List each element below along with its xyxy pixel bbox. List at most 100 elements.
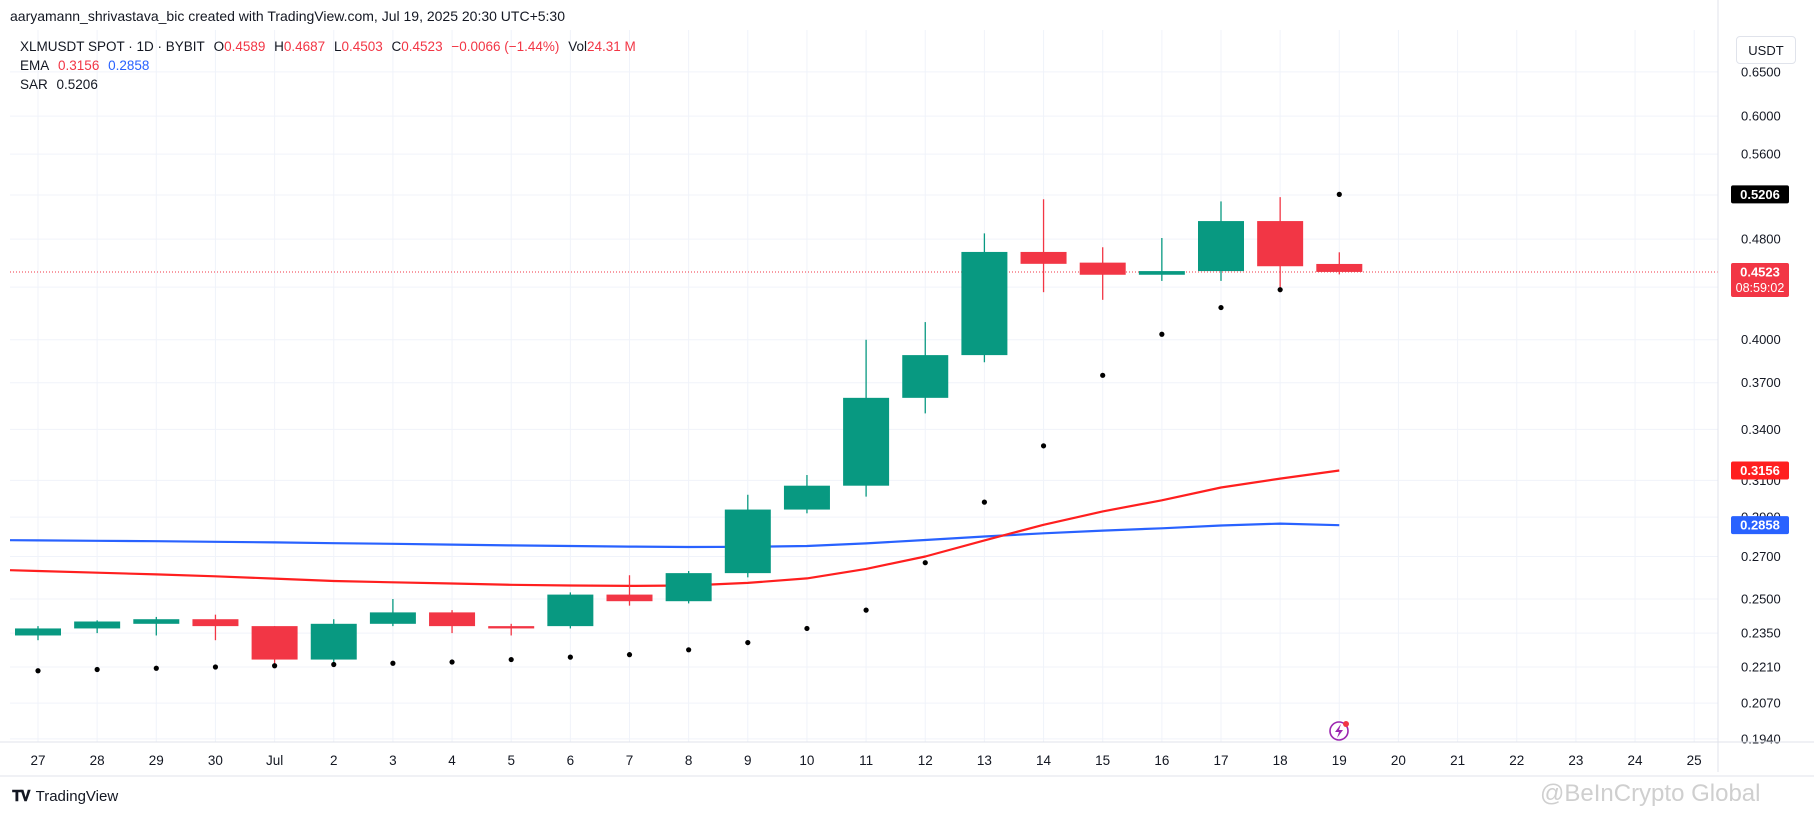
sar-dot: [35, 668, 41, 674]
x-tick-label: 3: [389, 753, 397, 768]
currency-button[interactable]: USDT: [1736, 36, 1796, 64]
candle-body: [724, 509, 771, 574]
watermark: @BeInCrypto Global: [1540, 780, 1761, 807]
x-tick-label: 22: [1509, 753, 1524, 768]
tradingview-icon: 𝐓𝐕: [12, 788, 31, 805]
candle: [192, 614, 239, 641]
y-tick-label: 0.3700: [1741, 375, 1781, 390]
x-tick-label: 4: [448, 753, 456, 768]
candle: [1316, 252, 1363, 275]
sar-dot: [981, 499, 988, 505]
x-tick-label: 11: [859, 753, 873, 768]
sar-dot: [1100, 372, 1106, 378]
candle: [1138, 238, 1185, 281]
axis-price-labels: 0.5206 0.4523 08:59:02 0.3156 0.2858: [1731, 185, 1789, 535]
candle-body: [1079, 262, 1126, 275]
close-value: 0.4523: [401, 39, 443, 54]
x-tick-label: 5: [507, 753, 515, 768]
candle-body: [192, 619, 239, 627]
candle-body: [961, 251, 1008, 356]
sar-dot: [626, 652, 633, 658]
candle: [665, 571, 712, 604]
y-tick-label: 0.1940: [1741, 731, 1781, 746]
ema-lines: [9, 271, 1718, 588]
open-value: 0.4589: [224, 39, 266, 54]
candle: [902, 322, 949, 414]
candle-body: [251, 626, 298, 660]
y-tick-label: 0.3400: [1741, 422, 1781, 437]
tradingview-logo[interactable]: 𝐓𝐕 TradingView: [12, 788, 118, 805]
candle-body: [1316, 263, 1363, 272]
time-axis: 27 28 29 30 Jul 2 3 4 5 6 7 8 9 10 11 12 13 14 15 16 17 18 19 2…: [0, 741, 1814, 777]
candle: [74, 620, 121, 634]
x-tick-label: 30: [208, 753, 223, 768]
candle-body: [606, 594, 653, 602]
sar-legend[interactable]: SAR 0.5206: [20, 77, 98, 92]
last-price-label-text: 0.4523: [1740, 264, 1780, 279]
ema-slow-price-label: 0.2858: [1731, 516, 1789, 535]
sar-dot: [1336, 191, 1342, 197]
candle: [310, 619, 357, 667]
ema-fast-price-label-text: 0.3156: [1740, 463, 1780, 478]
symbol-name[interactable]: XLMUSDT SPOT · 1D · BYBIT: [20, 39, 205, 54]
y-tick-label: 0.2700: [1741, 549, 1781, 564]
candle: [251, 626, 298, 665]
candle: [1257, 197, 1304, 293]
change-value: −0.0066 (−1.44%): [451, 39, 560, 54]
y-tick-label: 0.4800: [1741, 232, 1781, 247]
volume-value: 24.31 M: [586, 39, 636, 54]
sar-dot: [94, 666, 100, 673]
x-tick-label: 18: [1273, 753, 1288, 768]
y-tick-label: 0.2350: [1741, 626, 1781, 641]
high-value: 0.4687: [283, 39, 326, 54]
sar-dot: [1218, 304, 1224, 311]
x-tick-label: 17: [1213, 753, 1228, 768]
sar-dot: [390, 660, 396, 666]
sar-price-label: 0.5206: [1731, 185, 1789, 204]
sar-dot: [212, 664, 219, 670]
ema-slow-value: 0.2858: [108, 58, 150, 73]
candle-body: [665, 573, 712, 602]
x-tick-label: 21: [1450, 753, 1465, 768]
candle-body: [1020, 251, 1067, 264]
ema-slow-line: [9, 522, 1340, 549]
price-axis: 0.19400.20700.22100.23500.25000.27000.29…: [1717, 0, 1781, 772]
x-tick-label: 9: [744, 753, 752, 768]
candle-body: [1198, 221, 1244, 272]
lightning-icon-dot: [1343, 721, 1349, 727]
candle: [488, 623, 535, 636]
y-tick-label: 0.4000: [1741, 332, 1781, 347]
sar-dot: [1277, 287, 1283, 293]
lightning-icon: [1329, 721, 1349, 741]
candle: [1198, 201, 1244, 281]
y-tick-label: 0.2500: [1741, 591, 1781, 606]
candle-body: [843, 397, 890, 486]
sar-value: 0.5206: [56, 77, 98, 92]
y-tick-label: 0.2210: [1741, 660, 1781, 675]
candle: [369, 598, 416, 627]
candle-body: [133, 619, 180, 624]
x-tick-label: 24: [1628, 753, 1644, 768]
y-tick-label: 0.5600: [1741, 147, 1781, 162]
ema-legend[interactable]: EMA 0.3156 0.2858: [20, 58, 150, 73]
candle: [15, 626, 61, 641]
candle: [961, 233, 1008, 363]
candle-body: [783, 485, 830, 510]
candle-body: [369, 612, 416, 624]
last-price-label: 0.4523 08:59:02: [1731, 262, 1789, 297]
candle-body: [1138, 271, 1185, 275]
candle: [133, 616, 180, 636]
chart-overlays: [1329, 721, 1349, 741]
candle-body: [547, 594, 594, 627]
candle: [724, 494, 771, 578]
sar-dot: [331, 661, 337, 668]
candle: [547, 592, 594, 629]
x-tick-label: 28: [90, 753, 105, 768]
sar-price-label-bg: [1731, 185, 1789, 204]
lightning-icon-bolt: [1335, 724, 1343, 738]
sar-dot: [686, 647, 692, 653]
x-tick-label: 14: [1036, 753, 1052, 768]
sar-dot: [745, 639, 751, 646]
x-tick-label: 7: [626, 753, 634, 768]
